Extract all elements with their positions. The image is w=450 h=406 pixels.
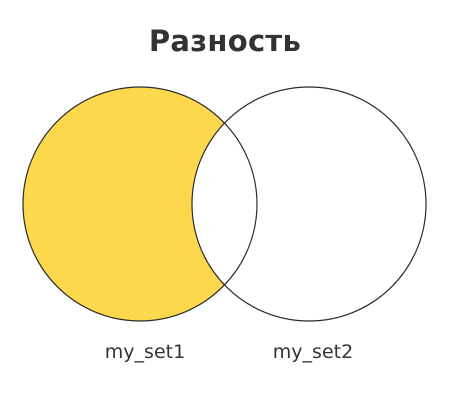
set-b-circle	[191, 86, 427, 322]
set-b-label: my_set2	[272, 341, 354, 363]
set-a-region	[23, 87, 257, 321]
set-a-circle	[22, 86, 258, 322]
set-a-label: my_set1	[104, 341, 186, 363]
diagram-title: Разность	[148, 24, 302, 58]
